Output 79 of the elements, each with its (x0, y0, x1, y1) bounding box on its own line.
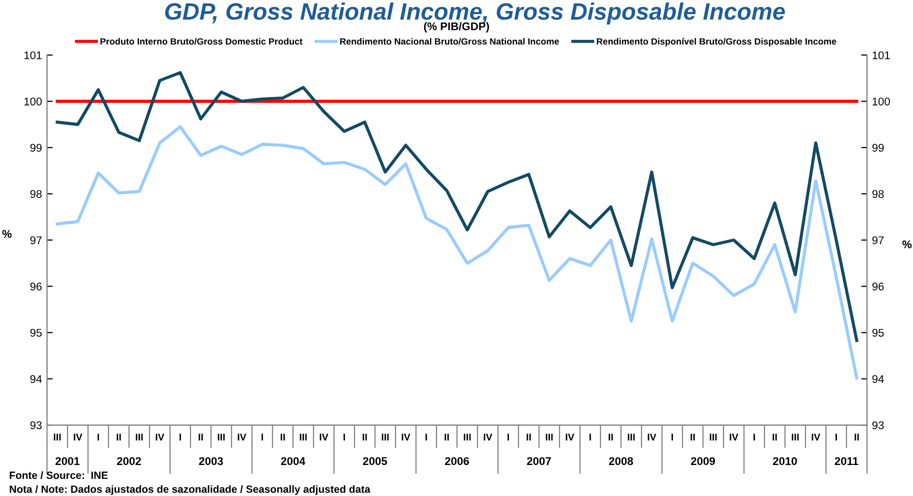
line-series (56, 125, 858, 380)
chart-subtitle: (% PIB/GDP) (424, 22, 489, 32)
x-tick-label: I (590, 434, 591, 440)
x-tick-label: III (218, 434, 225, 440)
y-tick-label: 98 (30, 190, 42, 198)
text: 2004 (281, 457, 306, 466)
text: 2005 (363, 457, 388, 466)
y2-tick-label: 99 (872, 144, 884, 152)
x-tick-label: IV (74, 434, 82, 440)
text: 2011 (834, 457, 858, 466)
x-tick-label: III (136, 434, 143, 440)
text: 2008 (609, 457, 634, 466)
x-tick-label: III (546, 434, 553, 440)
text: 2006 (445, 457, 469, 466)
x-tick-label: II (526, 434, 531, 440)
y2-tick-label: 100 (872, 98, 890, 106)
y-tick-label: 97 (30, 236, 42, 244)
x-tick-label: IV (402, 434, 410, 440)
line-series (56, 71, 858, 342)
text: 2007 (527, 457, 551, 466)
x-tick-label: III (464, 434, 471, 440)
text: 2003 (199, 457, 223, 466)
legend-label: Produto Interno Bruto/Gross Domestic Product (100, 38, 302, 45)
y2-tick-label: 96 (872, 282, 884, 290)
y-tick-label: 93 (30, 421, 42, 430)
y-tick-label: 100 (24, 98, 42, 106)
x-tick-label: IV (812, 434, 820, 440)
x-tick-label: IV (320, 434, 328, 440)
x-tick-label: III (710, 434, 717, 440)
x-tick-label: III (54, 434, 61, 440)
x-tick-label: III (792, 434, 799, 440)
y2-tick-label: 98 (872, 190, 884, 198)
x-tick-label: II (116, 434, 121, 440)
x-tick-label: I (344, 434, 345, 440)
source-note: Fonte / Source: INE (10, 471, 108, 480)
y2-tick-label: 101 (872, 51, 890, 60)
y2-tick-label: 95 (872, 328, 884, 337)
text: Nota / Note: Dados ajustados de sazonalidade / Seasonally adjusted data (10, 485, 370, 495)
x-tick-label: II (444, 434, 449, 440)
x-tick-label: III (382, 434, 389, 440)
y-tick-label: 95 (30, 328, 42, 337)
x-tick-label: II (362, 434, 367, 440)
x-tick-label: I (672, 434, 673, 440)
legend-label: Rendimento Nacional Bruto/Gross National Income (340, 38, 559, 45)
legend-label: Rendimento Disponível Bruto/Gross Disposable Income (596, 38, 836, 46)
x-tick-label: I (180, 434, 181, 440)
x-tick-label: I (98, 434, 99, 440)
x-tick-label: II (854, 434, 859, 440)
x-tick-label: II (198, 434, 203, 440)
y2-tick-label: 97 (872, 236, 884, 244)
y-tick-label: 94 (30, 375, 42, 383)
text: 2002 (117, 457, 141, 466)
x-tick-label: IV (238, 434, 246, 440)
y-tick-label: 101 (24, 51, 42, 60)
x-tick-label: I (836, 434, 837, 440)
x-tick-label: II (280, 434, 285, 440)
x-tick-label: IV (648, 434, 656, 440)
y2-tick-label: 94 (872, 375, 884, 383)
x-tick-label: I (754, 434, 755, 440)
x-tick-label: II (608, 434, 613, 440)
x-tick-label: II (690, 434, 695, 440)
x-tick-label: I (262, 434, 263, 440)
x-tick-label: IV (566, 434, 574, 440)
text: 2009 (691, 457, 715, 466)
x-tick-label: I (508, 434, 509, 440)
x-tick-label: III (628, 434, 635, 440)
text: 2001 (56, 457, 80, 466)
x-tick-label: II (772, 434, 777, 440)
x-tick-label: IV (730, 434, 738, 440)
y-tick-label: 96 (30, 282, 42, 290)
y2-axis-title: % (902, 240, 912, 248)
y2-tick-label: 93 (872, 421, 884, 430)
x-tick-label: III (300, 434, 307, 440)
x-tick-label: IV (484, 434, 492, 440)
x-tick-label: I (426, 434, 427, 440)
text: 2010 (773, 457, 797, 466)
y-axis-title: % (2, 230, 12, 238)
x-tick-label: IV (156, 434, 164, 440)
y-tick-label: 99 (30, 144, 42, 152)
